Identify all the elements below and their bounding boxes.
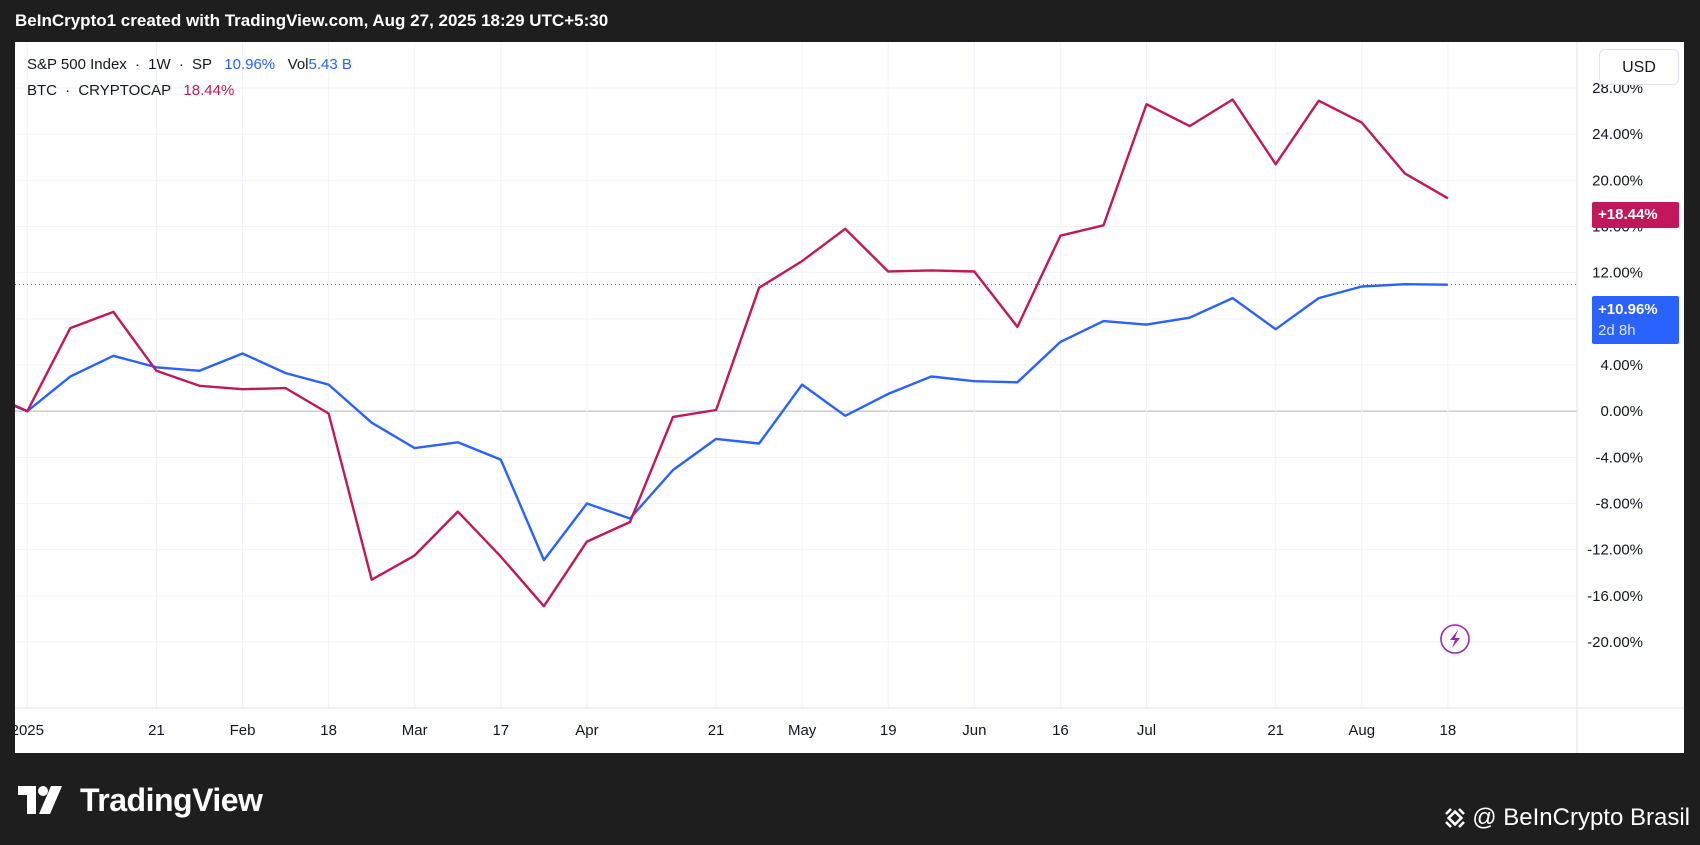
x-tick-label: Mar [402, 722, 428, 739]
y-tick-label: 20.00% [1592, 172, 1643, 189]
y-tick-label: 12.00% [1592, 265, 1643, 282]
x-tick-label: Jun [962, 722, 986, 739]
x-tick-label: 16 [1052, 722, 1069, 739]
x-tick-label: Feb [230, 722, 256, 739]
chart-panel[interactable]: 28.00%24.00%20.00%16.00%12.00%8.00%4.00%… [15, 42, 1684, 753]
y-tick-label: -8.00% [1595, 496, 1643, 513]
x-tick-label: 21 [148, 722, 165, 739]
x-tick-label: 19 [880, 722, 897, 739]
chart-credit-bar: BeInCrypto1 created with TradingView.com… [0, 0, 1700, 42]
tradingview-logo[interactable]: TradingView [18, 780, 263, 820]
legend-btc-exchange: CRYPTOCAP [78, 82, 171, 99]
chart-legend: S&P 500 Index · 1W · SP 10.96% Vol5.43 B… [27, 52, 352, 104]
y-tick-label: -12.00% [1587, 542, 1643, 559]
x-tick-label: 18 [1440, 722, 1457, 739]
legend-separator: · [178, 56, 184, 73]
legend-sp-name: S&P 500 Index [27, 56, 127, 73]
tradingview-logo-text: TradingView [80, 781, 263, 818]
source-watermark: @ BeInCrypto Brasil [1442, 800, 1690, 836]
legend-row-btc[interactable]: BTC · CRYPTOCAP 18.44% [27, 78, 352, 104]
watermark-text: @ BeInCrypto Brasil [1472, 804, 1690, 831]
y-tick-label: 24.00% [1592, 126, 1643, 143]
legend-btc-name: BTC [27, 82, 57, 99]
x-tick-label: Apr [575, 722, 598, 739]
binance-logo-icon [1445, 808, 1466, 828]
lightning-icon [1450, 630, 1460, 648]
btc-price-tag: +18.44% [1592, 202, 1679, 228]
legend-separator: · [134, 56, 140, 73]
btc-series-line [15, 98, 1449, 608]
x-tick-label: Jul [1137, 722, 1156, 739]
legend-sp-interval: 1W [148, 56, 171, 73]
x-tick-label: Aug [1348, 722, 1375, 739]
sp-price-tag: +10.96% 2d 8h [1592, 296, 1679, 344]
x-tick-label: 17 [492, 722, 509, 739]
x-tick-label: 21 [1267, 722, 1284, 739]
sp-500-series-line [15, 283, 1448, 562]
legend-vol-value: 5.43 B [308, 56, 352, 73]
y-tick-label: -20.00% [1587, 634, 1643, 651]
x-tick-label: May [788, 722, 817, 739]
currency-button[interactable]: USD [1599, 49, 1679, 85]
tradingview-logo-icon [18, 786, 62, 814]
chart-credit-text: BeInCrypto1 created with TradingView.com… [15, 11, 609, 30]
y-tick-label: -16.00% [1587, 588, 1643, 605]
y-tick-label: 0.00% [1600, 403, 1643, 420]
x-tick-label: 18 [320, 722, 337, 739]
legend-separator: · [65, 82, 71, 99]
y-tick-label: -4.00% [1595, 449, 1643, 466]
legend-row-sp[interactable]: S&P 500 Index · 1W · SP 10.96% Vol5.43 B [27, 52, 352, 78]
legend-vol-label: Vol [287, 56, 309, 73]
x-tick-label: 2025 [15, 722, 44, 739]
y-tick-label: 4.00% [1600, 357, 1643, 374]
line-chart[interactable]: 28.00%24.00%20.00%16.00%12.00%8.00%4.00%… [15, 42, 1684, 753]
sp-price-tag-value: +10.96% [1598, 301, 1658, 318]
sp-bar-countdown: 2d 8h [1598, 322, 1636, 339]
btc-price-tag-value: +18.44% [1598, 206, 1658, 223]
legend-btc-change: 18.44% [183, 82, 235, 99]
legend-sp-change: 10.96% [224, 56, 276, 73]
legend-sp-exchange: SP [192, 56, 212, 73]
x-tick-label: 21 [708, 722, 725, 739]
